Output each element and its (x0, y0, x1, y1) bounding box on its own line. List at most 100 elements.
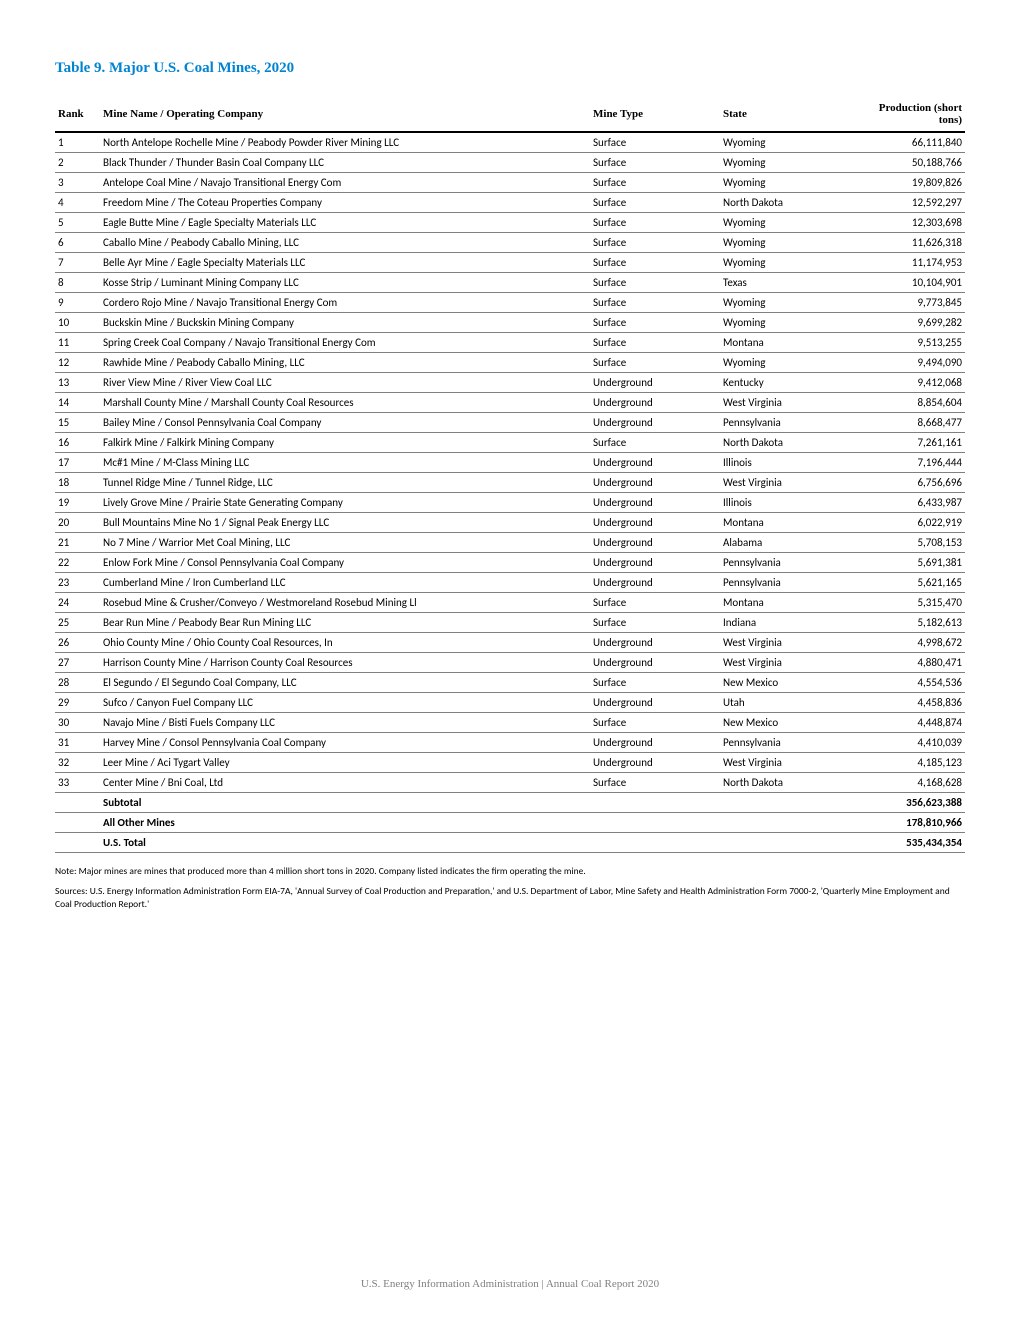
cell-rank: 19 (55, 493, 100, 513)
cell-name: Marshall County Mine / Marshall County C… (100, 393, 590, 413)
cell-state: Wyoming (720, 353, 850, 373)
cell-type: Underground (590, 733, 720, 753)
cell-state: Wyoming (720, 233, 850, 253)
col-header-state: State (720, 97, 850, 132)
cell-name: North Antelope Rochelle Mine / Peabody P… (100, 132, 590, 153)
cell-production: 50,188,766 (850, 153, 965, 173)
cell-state: North Dakota (720, 433, 850, 453)
cell-production: 11,626,318 (850, 233, 965, 253)
cell-rank: 28 (55, 673, 100, 693)
table-row: 5Eagle Butte Mine / Eagle Specialty Mate… (55, 213, 965, 233)
table-row: 21No 7 Mine / Warrior Met Coal Mining, L… (55, 533, 965, 553)
cell-state: Indiana (720, 613, 850, 633)
cell-production: 9,699,282 (850, 313, 965, 333)
cell-production: 5,708,153 (850, 533, 965, 553)
cell-state: New Mexico (720, 713, 850, 733)
cell-state: Pennsylvania (720, 413, 850, 433)
table-row: 9Cordero Rojo Mine / Navajo Transitional… (55, 293, 965, 313)
cell-name: Enlow Fork Mine / Consol Pennsylvania Co… (100, 553, 590, 573)
table-row: 16Falkirk Mine / Falkirk Mining CompanyS… (55, 433, 965, 453)
table-row: 1North Antelope Rochelle Mine / Peabody … (55, 132, 965, 153)
cell-production: 6,756,696 (850, 473, 965, 493)
cell-type: Surface (590, 333, 720, 353)
table-row: 20Bull Mountains Mine No 1 / Signal Peak… (55, 513, 965, 533)
cell-production: 9,412,068 (850, 373, 965, 393)
cell-rank: 15 (55, 413, 100, 433)
cell-rank: 13 (55, 373, 100, 393)
cell-type: Underground (590, 653, 720, 673)
cell-rank: 23 (55, 573, 100, 593)
cell-rank: 27 (55, 653, 100, 673)
col-header-rank: Rank (55, 97, 100, 132)
table-row: 8Kosse Strip / Luminant Mining Company L… (55, 273, 965, 293)
cell-name: Bailey Mine / Consol Pennsylvania Coal C… (100, 413, 590, 433)
table-row: 28El Segundo / El Segundo Coal Company, … (55, 673, 965, 693)
table-row: 25Bear Run Mine / Peabody Bear Run Minin… (55, 613, 965, 633)
col-header-type: Mine Type (590, 97, 720, 132)
cell-state: North Dakota (720, 193, 850, 213)
cell-state: Wyoming (720, 293, 850, 313)
cell-state: West Virginia (720, 753, 850, 773)
table-row: 27Harrison County Mine / Harrison County… (55, 653, 965, 673)
cell-name: Bull Mountains Mine No 1 / Signal Peak E… (100, 513, 590, 533)
cell-type: Surface (590, 173, 720, 193)
cell-state: West Virginia (720, 473, 850, 493)
summary-row: U.S. Total535,434,354 (55, 833, 965, 853)
summary-row: Subtotal356,623,388 (55, 793, 965, 813)
cell-state: Kentucky (720, 373, 850, 393)
cell-name: Falkirk Mine / Falkirk Mining Company (100, 433, 590, 453)
cell-rank: 20 (55, 513, 100, 533)
table-row: 3Antelope Coal Mine / Navajo Transitiona… (55, 173, 965, 193)
table-row: 7Belle Ayr Mine / Eagle Specialty Materi… (55, 253, 965, 273)
cell-rank: 10 (55, 313, 100, 333)
cell-name: Cumberland Mine / Iron Cumberland LLC (100, 573, 590, 593)
cell-type: Surface (590, 313, 720, 333)
cell-rank: 16 (55, 433, 100, 453)
cell-state: Alabama (720, 533, 850, 553)
cell-type: Underground (590, 413, 720, 433)
table-row: 6Caballo Mine / Peabody Caballo Mining, … (55, 233, 965, 253)
cell-type: Underground (590, 633, 720, 653)
cell-type: Surface (590, 673, 720, 693)
cell-name: No 7 Mine / Warrior Met Coal Mining, LLC (100, 533, 590, 553)
cell-name: Rawhide Mine / Peabody Caballo Mining, L… (100, 353, 590, 373)
col-header-name: Mine Name / Operating Company (100, 97, 590, 132)
cell-rank: 26 (55, 633, 100, 653)
cell-state: Pennsylvania (720, 553, 850, 573)
cell-state: Illinois (720, 493, 850, 513)
cell-name: Navajo Mine / Bisti Fuels Company LLC (100, 713, 590, 733)
table-row: 32Leer Mine / Aci Tygart ValleyUndergrou… (55, 753, 965, 773)
cell-rank: 22 (55, 553, 100, 573)
cell-production: 4,168,628 (850, 773, 965, 793)
table-row: 31Harvey Mine / Consol Pennsylvania Coal… (55, 733, 965, 753)
cell-name: Kosse Strip / Luminant Mining Company LL… (100, 273, 590, 293)
table-row: 26Ohio County Mine / Ohio County Coal Re… (55, 633, 965, 653)
cell-state: Texas (720, 273, 850, 293)
cell-rank: 24 (55, 593, 100, 613)
summary-row: All Other Mines178,810,966 (55, 813, 965, 833)
cell-state: West Virginia (720, 393, 850, 413)
cell-state: Wyoming (720, 313, 850, 333)
summary-value: 356,623,388 (850, 793, 965, 813)
cell-rank: 25 (55, 613, 100, 633)
table-row: 29Sufco / Canyon Fuel Company LLCUndergr… (55, 693, 965, 713)
cell-state: New Mexico (720, 673, 850, 693)
cell-type: Surface (590, 613, 720, 633)
summary-label: U.S. Total (100, 833, 590, 853)
cell-state: West Virginia (720, 653, 850, 673)
cell-production: 66,111,840 (850, 132, 965, 153)
cell-state: Wyoming (720, 213, 850, 233)
cell-rank: 6 (55, 233, 100, 253)
cell-name: El Segundo / El Segundo Coal Company, LL… (100, 673, 590, 693)
cell-production: 5,691,381 (850, 553, 965, 573)
table-row: 10Buckskin Mine / Buckskin Mining Compan… (55, 313, 965, 333)
cell-rank: 3 (55, 173, 100, 193)
cell-state: Wyoming (720, 173, 850, 193)
summary-label: All Other Mines (100, 813, 590, 833)
cell-production: 10,104,901 (850, 273, 965, 293)
cell-production: 6,022,919 (850, 513, 965, 533)
cell-production: 4,554,536 (850, 673, 965, 693)
cell-rank: 9 (55, 293, 100, 313)
cell-name: Harvey Mine / Consol Pennsylvania Coal C… (100, 733, 590, 753)
cell-state: Illinois (720, 453, 850, 473)
